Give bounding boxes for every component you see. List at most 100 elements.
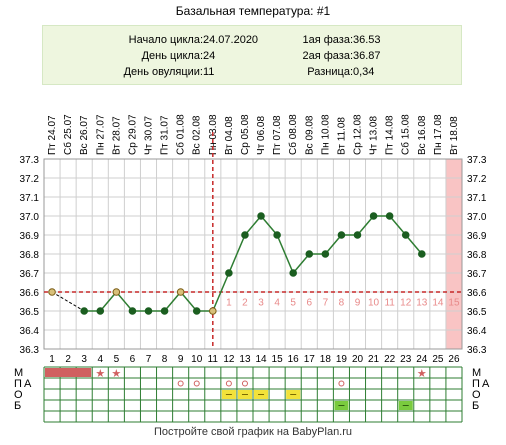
info-label: Разница: [307,66,353,78]
day-number-label: 17 [304,354,316,365]
y-tick-label-right: 36.8 [467,250,487,261]
info-value: 0,34 [353,66,375,78]
y-tick-label-right: 36.6 [467,288,487,299]
day-number-label: 13 [239,354,251,365]
date-label: Чт 06.08 [256,116,267,155]
row-label-m-right: М [472,367,481,379]
day-number-label: 25 [432,354,444,365]
date-label: Пт 24.07 [47,115,58,155]
series-segment [389,215,407,236]
y-tick-label-right: 37.2 [467,174,487,185]
series-segment [405,234,423,255]
data-point [128,307,137,315]
day-number-label: 10 [191,354,203,365]
day-number-label: 24 [416,354,428,365]
date-label: Вс 09.08 [304,115,315,155]
y-tick-label-left: 36.9 [20,231,40,242]
phase2-day-label: 10 [368,298,380,309]
info-label: 2ая фаза: [302,50,353,62]
y-tick-label-left: 37.3 [20,155,40,166]
series-segment [228,234,246,274]
day-number-label: 21 [368,354,380,365]
plot-frame [43,158,463,350]
date-label: Вт 11.08 [336,117,347,155]
day-number-label: 6 [130,354,136,365]
date-label: Пт 07.08 [272,115,283,155]
y-tick-label-left: 36.6 [20,288,40,299]
day-number-label: 5 [114,354,120,365]
date-label: Вт 28.07 [111,116,122,155]
day-number-label: 2 [65,354,71,365]
phase2-day-label: 8 [339,298,345,309]
y-tick-label-left: 36.8 [20,250,40,261]
day-number-label: 19 [336,354,348,365]
data-point [225,269,233,277]
phase2-day-label: 11 [384,298,395,309]
row-label-p: П [14,378,22,390]
date-label: Чт 30.07 [144,116,155,155]
day-number-label: 23 [400,354,412,365]
phase2-day-label: 12 [400,298,412,309]
info-label: Начало цикла: [128,34,203,46]
day-number-label: 26 [448,354,460,365]
row-label-p-right: П [472,378,480,390]
data-point [48,288,56,296]
circle-icon [225,380,232,387]
day-number-label: 15 [272,354,284,365]
data-point [418,250,426,258]
date-label: Вс 26.07 [79,115,90,155]
info-panel: Начало цикла: 24.07.2020 День цикла: 24 … [42,25,462,85]
y-tick-label-right: 36.9 [467,231,487,242]
row-label-b: Б [14,400,21,412]
star-icon: ★ [111,367,121,380]
day-number-label: 4 [97,354,103,365]
phase2-day-label: 6 [306,298,312,309]
info-value: 36.87 [353,50,381,62]
series-gap-connector [51,291,85,312]
date-label: Ср 05.08 [240,114,251,155]
y-tick-label-left: 36.7 [20,269,40,280]
day-number-label: 3 [81,354,87,365]
phase2-day-label: 14 [432,298,444,309]
phase2-day-label: 9 [355,298,361,309]
phase2-day-label: 5 [290,298,296,309]
info-value: 24.07.2020 [203,34,259,46]
series-segment [356,215,375,236]
series-segment [324,234,342,255]
series-segment [164,291,182,312]
y-tick-label-left: 37.2 [20,174,40,185]
data-point [321,250,330,258]
y-tick-label-right: 36.3 [467,345,487,356]
row-label-a-right: А [482,378,490,390]
series-segment [212,272,230,312]
phase2-day-label: 13 [416,298,428,309]
data-point [80,307,88,315]
y-tick-label-left: 37.1 [20,193,40,204]
y-tick-label-right: 36.5 [467,307,487,318]
day-number-label: 1 [49,354,55,365]
info-value: 11 [203,66,215,78]
phase2-day-label: 2 [242,298,248,309]
series-segment [180,291,198,312]
y-tick-label-left: 36.3 [20,345,40,356]
data-point [305,250,314,258]
y-tick-label-left: 37.0 [20,212,40,223]
day-number-label: 9 [178,354,184,365]
star-icon: ★ [95,367,105,380]
footer-link[interactable]: Постройте свой график на BabyPlan.ru [153,426,353,438]
data-point [401,231,410,239]
y-tick-label-right: 37.0 [467,212,487,223]
y-tick-label-right: 37.3 [467,155,487,166]
data-point [273,231,281,239]
date-label: Вт 18.08 [449,116,460,155]
date-label: Пн 27.07 [95,114,106,155]
date-label: Пн 17.08 [433,114,444,155]
circle-icon [241,380,248,387]
data-point [144,307,153,315]
day-number-label: 14 [255,354,267,365]
series-segment [115,291,133,312]
y-tick-label-right: 36.4 [467,326,487,337]
date-label: Сб 15.08 [400,114,412,155]
date-label: Вт 04.08 [224,116,235,155]
day-number-label: 8 [162,354,168,365]
